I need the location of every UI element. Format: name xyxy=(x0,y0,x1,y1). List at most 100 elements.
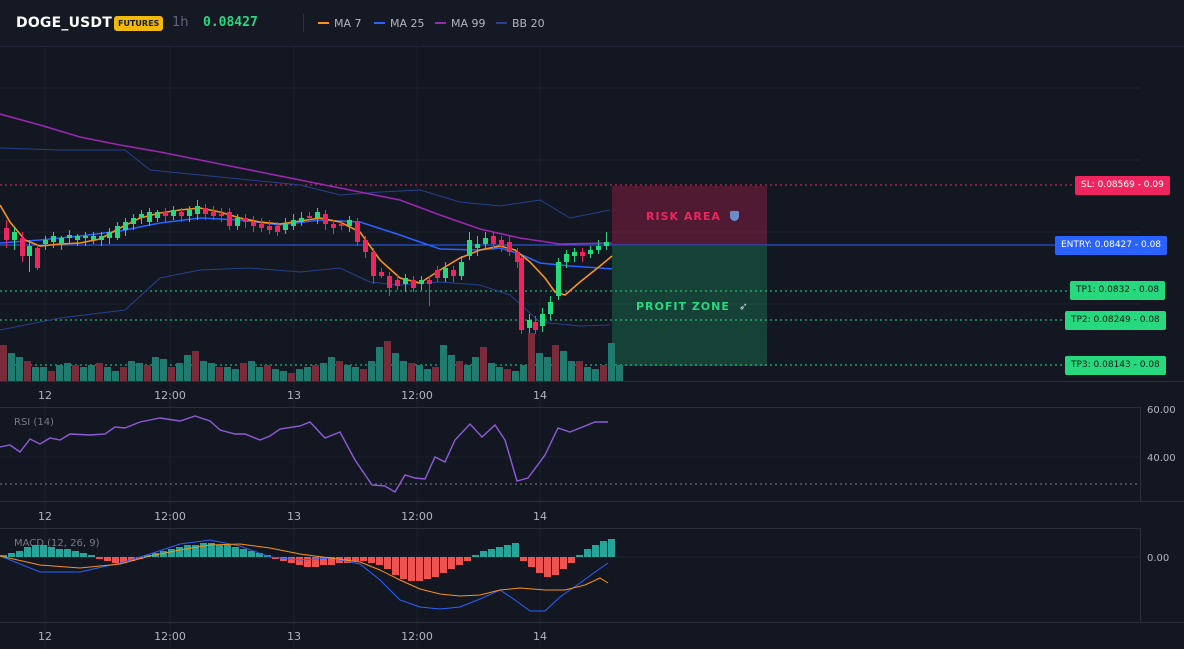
volume-bar xyxy=(64,363,71,381)
x-tick: 12 xyxy=(38,389,52,402)
macd-bar xyxy=(520,557,527,561)
volume-bar xyxy=(256,367,263,381)
macd-bar xyxy=(80,553,87,557)
macd-bar xyxy=(24,547,31,557)
macd-bar xyxy=(536,557,543,573)
macd-bar xyxy=(16,551,23,557)
legend-bb20[interactable]: BB 20 xyxy=(496,16,545,30)
candle-body xyxy=(275,226,280,232)
x-tick: 14 xyxy=(533,389,547,402)
volume-bar xyxy=(496,367,503,381)
candle-body xyxy=(283,224,288,230)
volume-bar xyxy=(456,361,463,381)
volume-bar xyxy=(336,361,343,381)
candle-body xyxy=(259,224,264,228)
macd-bar xyxy=(568,557,575,563)
macd-bar xyxy=(88,555,95,557)
profit-zone-label: PROFIT ZONE ➶ xyxy=(636,300,749,313)
candle-body xyxy=(331,224,336,228)
chart-header: DOGE_USDT FUTURES 1h 0.08427 MA 7 MA 25 … xyxy=(0,0,1184,47)
volume-bar xyxy=(560,351,567,381)
macd-bar xyxy=(280,557,287,561)
volume-bar xyxy=(584,367,591,381)
volume-bar xyxy=(328,357,335,381)
macd-bar xyxy=(512,543,519,557)
header-divider xyxy=(303,14,304,32)
ma99-swatch xyxy=(435,22,446,24)
volume-bar xyxy=(472,357,479,381)
candle-body xyxy=(91,236,96,240)
volume-bar xyxy=(320,363,327,381)
macd-bar xyxy=(448,557,455,569)
candle-body xyxy=(355,222,360,242)
volume-bar xyxy=(48,371,55,381)
macd-bar xyxy=(240,549,247,557)
candle-body xyxy=(363,240,368,252)
risk-area-label: RISK AREA xyxy=(646,210,739,223)
volume-bar xyxy=(440,345,447,381)
macd-bar xyxy=(544,557,551,577)
volume-bar xyxy=(448,355,455,381)
candle-body xyxy=(219,214,224,216)
candle-body xyxy=(99,236,104,240)
volume-bar xyxy=(136,363,143,381)
risk-area-text: RISK AREA xyxy=(646,210,721,223)
macd-bar xyxy=(304,557,311,567)
volume-bar xyxy=(168,367,175,381)
volume-bar xyxy=(240,363,247,381)
macd-signal-line xyxy=(0,543,609,597)
legend-ma25[interactable]: MA 25 xyxy=(374,16,425,30)
rsi-line xyxy=(0,415,608,493)
volume-bar xyxy=(528,333,535,381)
risk-area-zone xyxy=(612,186,767,245)
legend-ma7[interactable]: MA 7 xyxy=(318,16,362,30)
macd-bar xyxy=(528,557,535,567)
macd-bar xyxy=(440,557,447,573)
x-axis-main: 12 12:00 13 12:00 14 xyxy=(38,389,547,402)
candle-body xyxy=(580,252,585,256)
shield-icon xyxy=(729,211,739,221)
macd-bar xyxy=(592,545,599,557)
volume-bar xyxy=(112,371,119,381)
candle-body xyxy=(211,212,216,216)
macd-bar xyxy=(584,549,591,557)
macd-bar xyxy=(176,547,183,557)
macd-bar xyxy=(208,543,215,557)
volume-bar xyxy=(200,361,207,381)
macd-bar xyxy=(200,543,207,557)
bb-upper-band xyxy=(0,147,611,219)
rsi-tick-40: 40.00 xyxy=(1147,453,1176,464)
volume-series xyxy=(0,333,623,381)
timeframe-label[interactable]: 1h xyxy=(172,15,189,30)
volume-bar xyxy=(296,369,303,381)
candle-body xyxy=(387,276,392,288)
candle-body xyxy=(115,226,120,238)
x-tick: 12:00 xyxy=(401,510,433,523)
bb20-swatch xyxy=(496,22,507,24)
candle-body xyxy=(235,218,240,226)
macd-bar xyxy=(408,557,415,581)
volume-bar xyxy=(552,345,559,381)
rsi-tick-60: 60.00 xyxy=(1147,405,1176,416)
macd-bar xyxy=(168,549,175,557)
volume-bar xyxy=(512,371,519,381)
volume-bar xyxy=(416,365,423,381)
symbol-name[interactable]: DOGE_USDT xyxy=(16,15,112,31)
volume-bar xyxy=(152,357,159,381)
macd-bar xyxy=(368,557,375,563)
volume-bar xyxy=(576,361,583,381)
volume-bar xyxy=(72,365,79,381)
volume-bar xyxy=(568,361,575,381)
candle-body xyxy=(604,242,609,246)
candle-body xyxy=(4,228,9,240)
volume-bar xyxy=(504,369,511,381)
profit-zone xyxy=(612,246,767,366)
legend-ma99[interactable]: MA 99 xyxy=(435,16,486,30)
x-tick: 12 xyxy=(38,630,52,643)
candle-body xyxy=(596,246,601,250)
candle-body xyxy=(556,262,561,296)
macd-bar xyxy=(312,557,319,567)
candle-body xyxy=(179,212,184,216)
volume-bar xyxy=(208,363,215,381)
